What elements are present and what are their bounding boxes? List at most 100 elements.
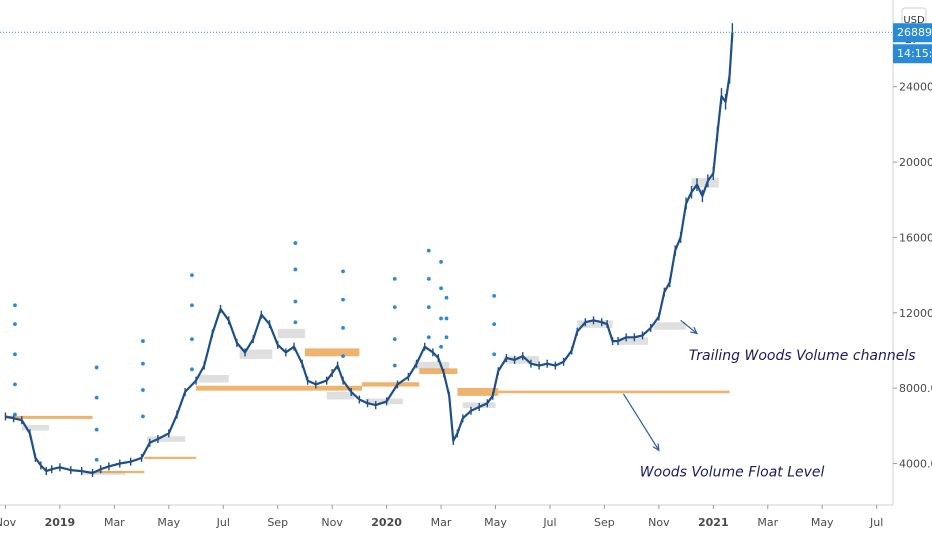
float-level-band: [92, 470, 145, 474]
x-tick-label: Sep: [267, 516, 288, 529]
float-level-band: [144, 456, 197, 460]
float-level-band: [457, 387, 499, 396]
signal-dot: [190, 337, 194, 342]
signal-dot: [439, 316, 443, 321]
signal-dot: [94, 427, 99, 432]
x-tick-label: May: [811, 516, 834, 529]
trailing-channel: [147, 436, 186, 442]
x-tick-label: May: [157, 516, 180, 529]
float-level-band: [196, 385, 363, 391]
signal-dot: [341, 269, 345, 274]
x-tick-label: 2019: [45, 516, 76, 529]
trailing-channel: [239, 349, 273, 359]
time-axis-area[interactable]: Nov 2019 Mar May Jul Sep Nov 2020 Mar May Jul Sep No…: [0, 504, 893, 529]
current-price-label: 26889.0: [897, 26, 932, 39]
x-tick-label: Nov: [648, 516, 670, 529]
signal-dot: [444, 316, 449, 321]
signal-dot: [13, 412, 17, 417]
signal-dot: [426, 335, 431, 340]
signal-dot: [439, 344, 443, 349]
signal-dot: [141, 388, 145, 392]
y-tick-label: 20000.0: [899, 156, 932, 169]
signal-dot: [426, 276, 431, 281]
y-tick-label: 12000.0: [899, 307, 932, 320]
annotation-arrow-line: [622, 393, 660, 451]
annotation-arrow-head: [690, 326, 699, 335]
signal-dot: [492, 352, 497, 357]
float-level-band: [419, 368, 458, 375]
x-tick-label: Jul: [869, 516, 883, 529]
annotation-text: Trailing Woods Volume channels: [689, 348, 916, 364]
y-tick-label: 16000.0: [899, 231, 932, 244]
trailing-channel: [198, 374, 229, 383]
x-tick-label: Jul: [542, 516, 556, 529]
float-level-band: [5, 415, 93, 419]
signal-dot: [426, 248, 431, 253]
current-price-marker: 26889.0 14:15:53: [0, 23, 932, 64]
price-series-line: [5, 32, 734, 475]
signal-dot: [444, 295, 449, 300]
signal-dot: [439, 260, 443, 264]
signal-dot: [341, 325, 345, 330]
annotation-text: Woods Volume Float Level: [640, 465, 825, 481]
plot-area: [4, 23, 734, 477]
signal-dot: [392, 276, 397, 281]
signal-dot: [13, 352, 17, 357]
trailing-channel: [691, 178, 719, 188]
signal-dot: [190, 273, 194, 278]
signal-dot: [392, 305, 397, 310]
signal-dot: [94, 365, 99, 370]
signal-dot: [293, 267, 298, 272]
signal-dot: [426, 305, 431, 310]
signal-dot: [13, 382, 17, 387]
y-tick-labels: 4000.0 8000.0 12000.0 16000.0 20000.0 24000.0: [893, 81, 932, 471]
signal-dot: [293, 320, 298, 325]
y-tick-label: 24000.0: [899, 81, 932, 94]
x-tick-label: Jul: [216, 516, 230, 529]
trailing-channel: [618, 337, 648, 345]
trailing-channel: [326, 391, 354, 400]
signal-dot: [341, 297, 345, 302]
trailing-channel: [413, 361, 450, 370]
current-price-label-box: [893, 23, 932, 43]
price-axis-area[interactable]: 4000.0 8000.0 12000.0 16000.0 20000.0 24000.0…: [892, 0, 932, 505]
annotation-arrow-line: [680, 319, 698, 334]
signal-dot: [141, 361, 145, 366]
y-tick-label: 4000.0: [899, 458, 932, 471]
x-tick-label: Nov: [321, 516, 343, 529]
signal-dot: [141, 414, 145, 419]
x-tick-label: Mar: [431, 516, 452, 529]
trailing-channel: [277, 328, 305, 339]
float-level-band: [304, 348, 360, 357]
x-tick-label: Nov: [0, 516, 17, 529]
currency-label: USD: [903, 15, 925, 26]
trailing-channel: [577, 320, 613, 328]
x-tick-label: Mar: [757, 516, 778, 529]
signal-dot: [293, 241, 298, 245]
y-tick-label: 8000.0: [899, 382, 932, 395]
x-tick-label: Mar: [104, 516, 125, 529]
trailing-channel: [503, 356, 540, 364]
float-level-band: [362, 382, 420, 387]
signal-dot: [94, 457, 99, 462]
countdown-label: 14:15:53: [897, 47, 932, 60]
signal-dot: [190, 367, 194, 372]
x-tick-label: 2021: [698, 516, 729, 529]
annotation-arrow-head: [652, 443, 660, 452]
signal-dot: [13, 322, 17, 327]
x-tick-label: Sep: [594, 516, 615, 529]
signal-dot: [190, 303, 194, 308]
trailing-channel: [653, 322, 687, 330]
annotations: Trailing Woods Volume channels Woods Volu…: [622, 319, 916, 481]
signal-dot: [13, 303, 17, 308]
signal-dot: [94, 395, 99, 400]
signal-dot: [341, 354, 345, 359]
countdown-label-box: [893, 44, 932, 64]
signal-dot: [392, 337, 397, 342]
x-tick-label: May: [484, 516, 507, 529]
x-tick-label: 2020: [371, 516, 402, 529]
signal-dot: [141, 339, 145, 343]
float-level-band: [498, 390, 730, 394]
signal-dot: [392, 363, 397, 368]
